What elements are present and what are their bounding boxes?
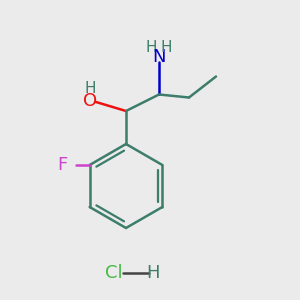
Text: O: O <box>83 92 97 110</box>
Text: H: H <box>146 40 157 56</box>
Text: F: F <box>58 156 68 174</box>
Text: N: N <box>152 48 166 66</box>
Text: Cl: Cl <box>105 264 123 282</box>
Text: H: H <box>84 81 96 96</box>
Text: H: H <box>161 40 172 56</box>
Text: H: H <box>146 264 160 282</box>
